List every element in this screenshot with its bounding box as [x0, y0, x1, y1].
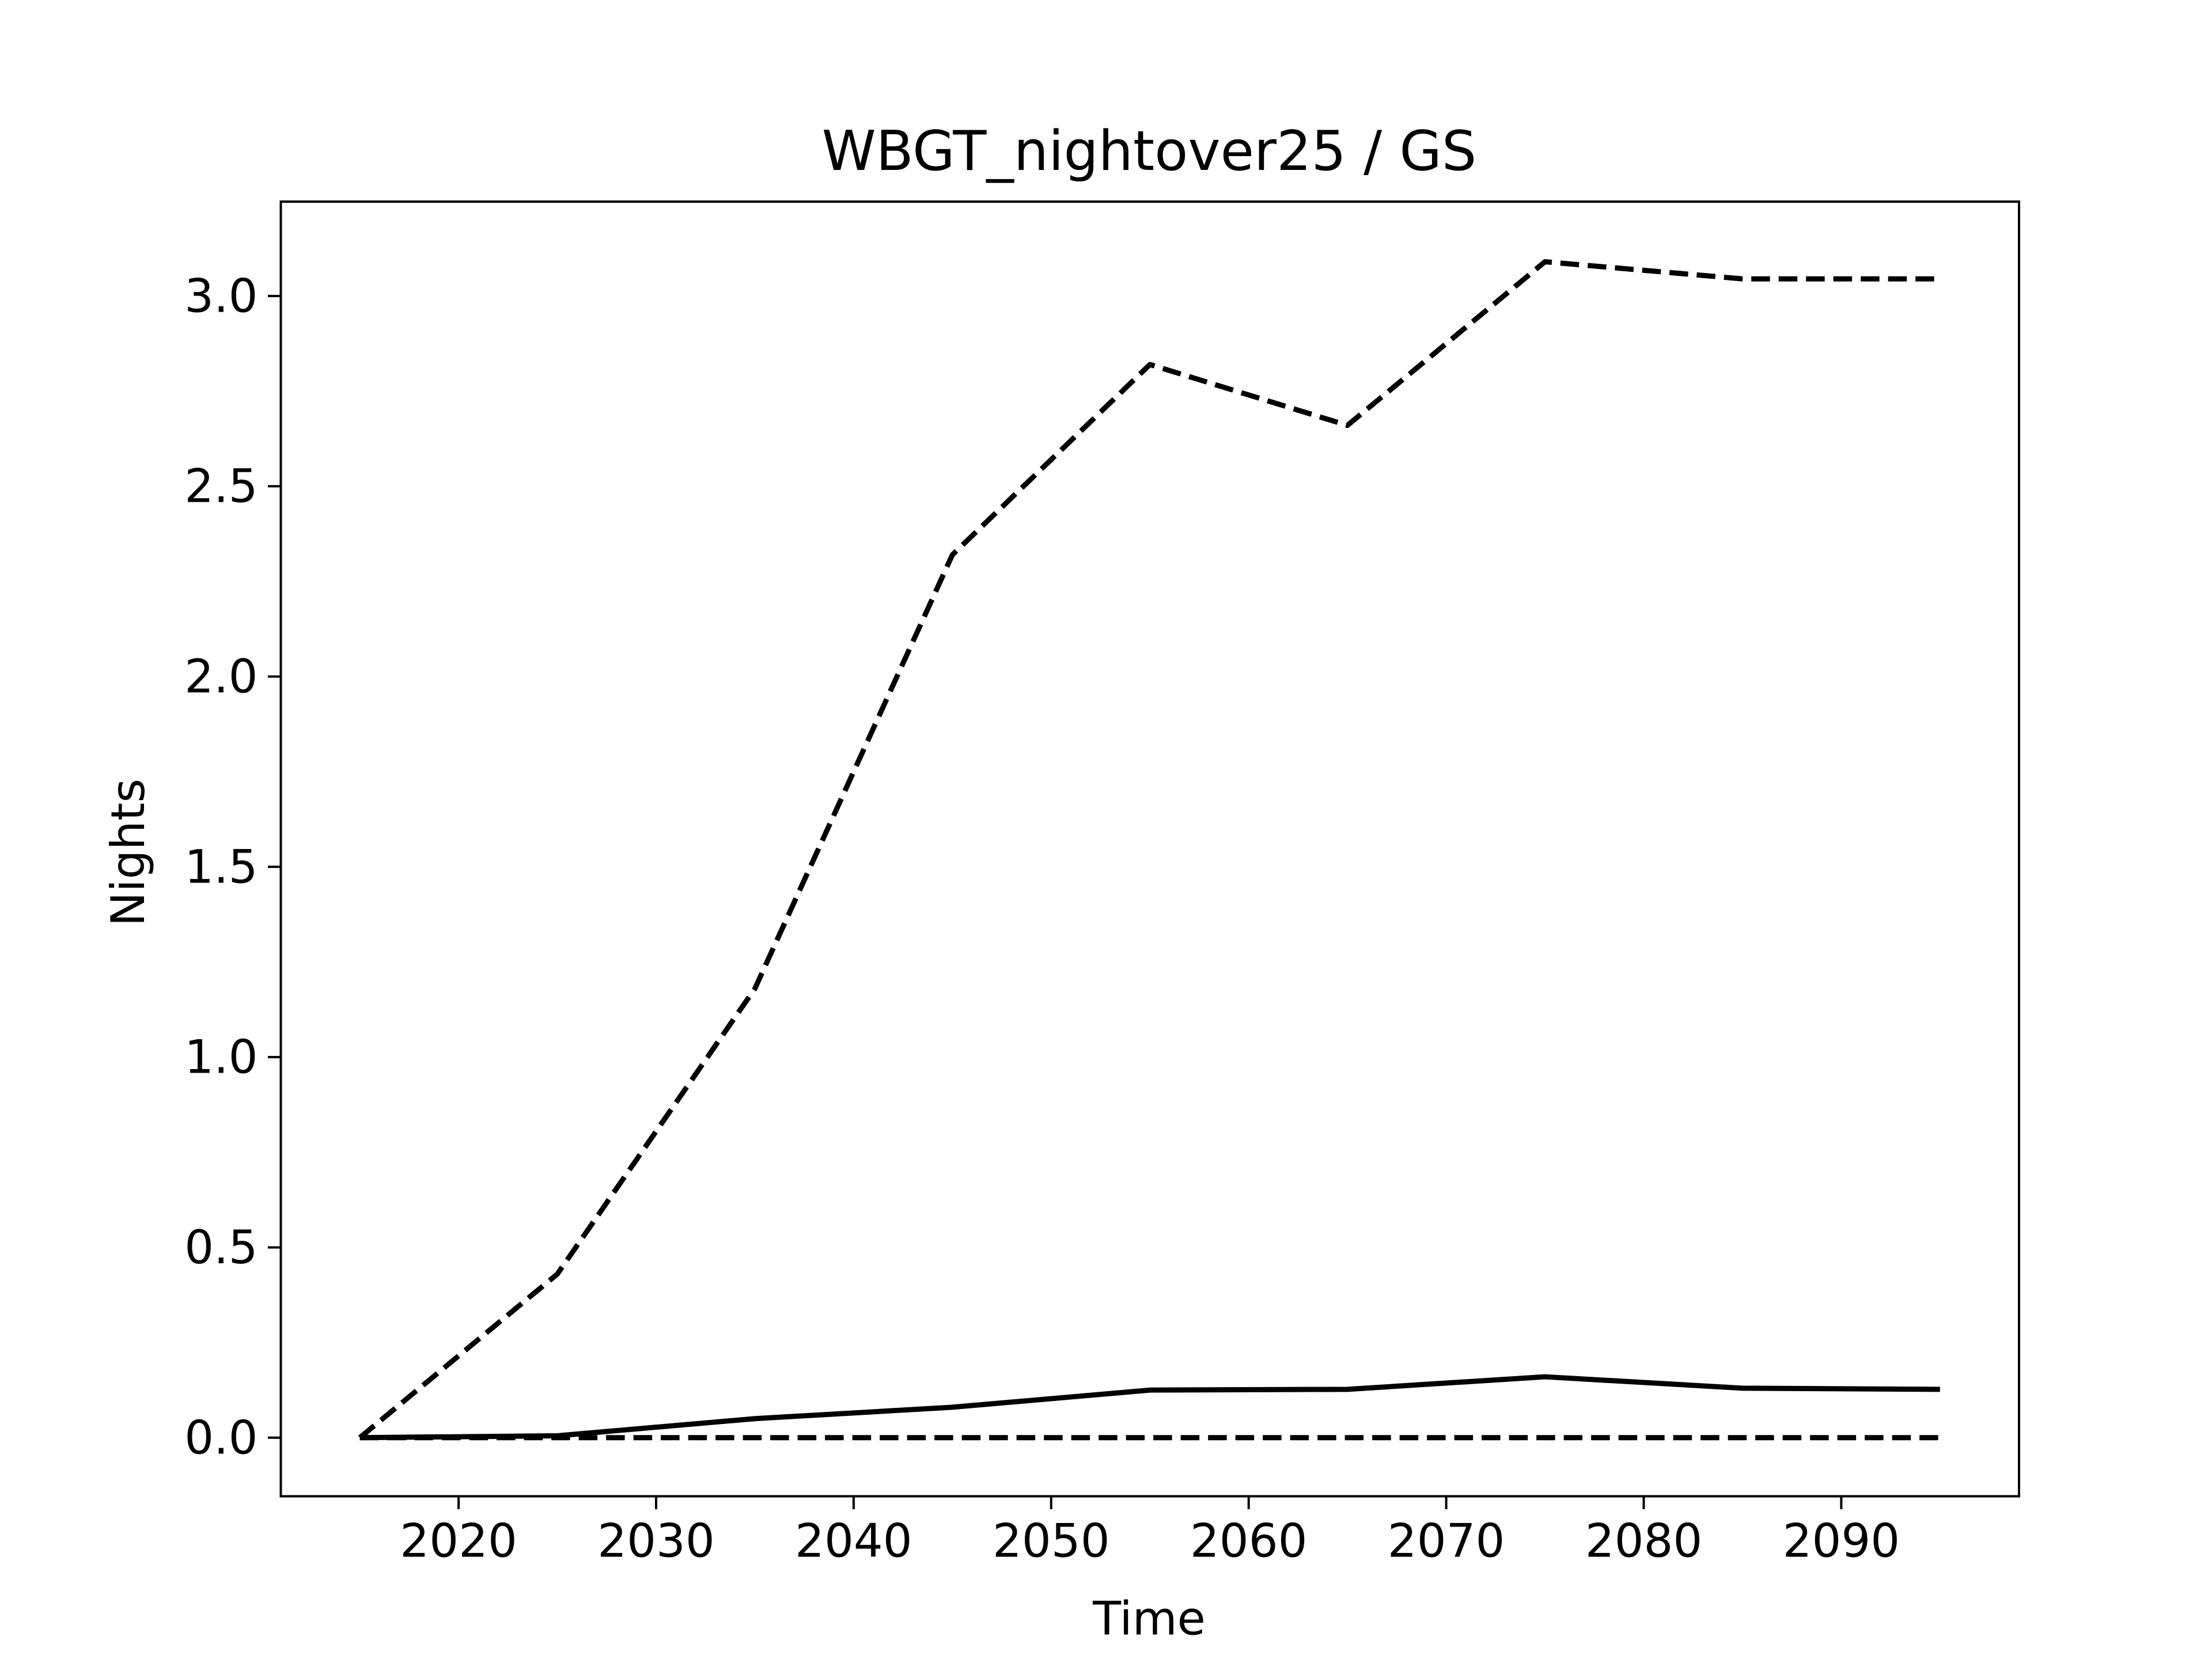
y-tick-label: 0.5 [184, 1221, 257, 1274]
chart-title: WBGT_nightover25 / GS [822, 120, 1477, 183]
series-line [359, 1374, 1940, 1441]
y-tick-label: 3.0 [184, 269, 257, 323]
x-tick-label: 2050 [993, 1514, 1110, 1568]
x-axis-label: Time [1092, 1592, 1206, 1646]
x-tick-label: 2020 [400, 1514, 517, 1568]
x-tick-label: 2030 [597, 1514, 715, 1568]
y-tick-label: 2.0 [184, 650, 257, 703]
y-tick-label: 2.5 [184, 460, 257, 513]
x-tick-label: 2070 [1388, 1514, 1505, 1568]
plot-frame [279, 200, 2020, 1498]
x-tick-label: 2090 [1783, 1514, 1900, 1568]
y-tick-label: 1.0 [184, 1031, 257, 1084]
y-tick-label: 1.5 [184, 840, 257, 893]
x-tick-label: 2040 [795, 1514, 912, 1568]
y-axis-label: Nights [101, 779, 155, 927]
series-line [358, 259, 1940, 1440]
x-tick-label: 2060 [1190, 1514, 1308, 1568]
y-tick-label: 0.0 [184, 1411, 257, 1464]
x-tick-label: 2080 [1585, 1514, 1703, 1568]
